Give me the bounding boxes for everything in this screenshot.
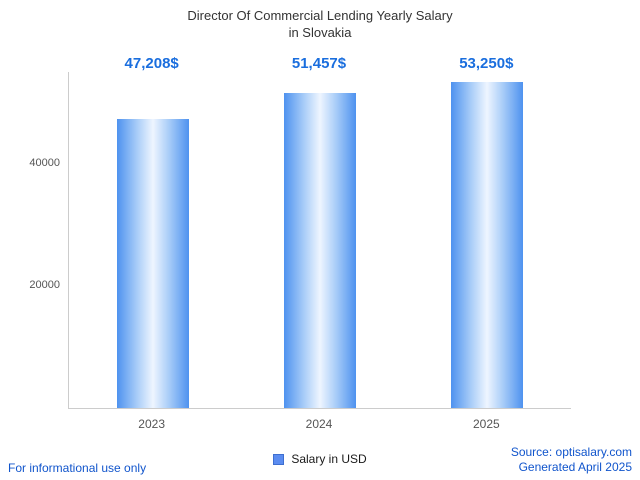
y-tick-label: 40000 bbox=[29, 156, 60, 169]
bar-2025 bbox=[451, 82, 524, 408]
bar-2024 bbox=[284, 93, 356, 408]
x-tick-label: 2025 bbox=[472, 417, 500, 431]
chart-title-line1: Director Of Commercial Lending Yearly Sa… bbox=[187, 8, 453, 23]
y-tick-label: 20000 bbox=[29, 279, 60, 292]
bar-2023 bbox=[116, 119, 189, 408]
bar-value-label: 53,250$ bbox=[459, 55, 514, 72]
chart-title-line2: in Slovakia bbox=[288, 25, 352, 40]
disclaimer-text: For informational use only bbox=[8, 461, 147, 475]
x-tick-label: 2024 bbox=[305, 417, 333, 431]
plot-area bbox=[68, 72, 571, 409]
x-tick-label: 2023 bbox=[138, 417, 165, 431]
generated-text: Generated April 2025 bbox=[518, 460, 632, 474]
legend: Salary in USD bbox=[0, 452, 640, 466]
bar-value-label: 51,457$ bbox=[291, 55, 347, 72]
legend-label: Salary in USD bbox=[291, 452, 367, 466]
chart-title: Director Of Commercial Lending Yearly Sa… bbox=[0, 7, 640, 41]
bar-value-label: 47,208$ bbox=[124, 55, 179, 72]
legend-swatch-icon bbox=[273, 453, 285, 465]
source-text: Source: optisalary.com bbox=[510, 445, 632, 459]
footer-right: Source: optisalary.com Generated April 2… bbox=[511, 445, 632, 475]
